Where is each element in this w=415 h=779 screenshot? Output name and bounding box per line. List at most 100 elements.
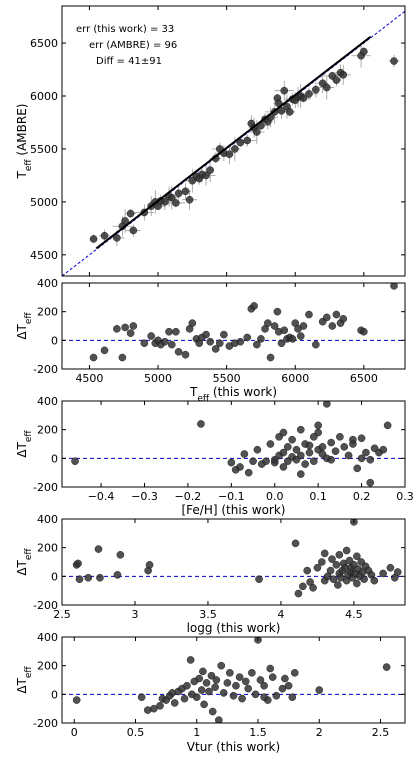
data-point: [241, 677, 250, 686]
data-point: [244, 684, 252, 693]
data-point: [279, 448, 288, 457]
y-tick-label: 5000: [30, 196, 58, 209]
y-tick-label: 6000: [30, 90, 58, 103]
x-tick-label: −0.2: [175, 490, 202, 503]
data-point: [253, 128, 261, 136]
data-point: [305, 90, 313, 98]
data-point: [240, 450, 249, 458]
x-tick-label: 0.3: [396, 490, 414, 503]
data-point: [140, 339, 149, 348]
data-point: [290, 669, 299, 677]
data-point: [248, 669, 256, 677]
x-tick-label: 0.2: [353, 490, 371, 503]
data-point: [296, 425, 305, 434]
plot-area: [62, 519, 405, 598]
y-axis-label: ΔTeff: [15, 666, 34, 694]
axes-frame: [61, 282, 406, 370]
data-point: [170, 699, 179, 707]
data-point: [236, 138, 245, 147]
data-point: [339, 315, 348, 323]
data-point: [301, 460, 309, 468]
y-tick-label: 200: [37, 424, 58, 437]
data-point: [220, 330, 228, 339]
x-tick-label: 0.0: [266, 490, 284, 503]
axes-frame: [61, 636, 406, 724]
data-point: [89, 353, 98, 362]
y-tick-label: 4500: [30, 249, 58, 262]
data-point: [393, 568, 402, 576]
data-point: [366, 455, 375, 464]
data-point: [285, 108, 294, 116]
y-tick-label: 200: [37, 660, 58, 673]
x-tick-label: 4.5: [345, 608, 363, 621]
data-point: [263, 319, 272, 327]
data-point: [342, 546, 351, 555]
data-point: [257, 335, 265, 343]
y-tick-label: 0: [51, 452, 58, 465]
data-point: [236, 337, 245, 346]
y-axis-label: Teff (AMBRE): [15, 104, 34, 180]
data-point: [206, 337, 214, 346]
data-point: [277, 339, 286, 348]
data-point: [296, 451, 305, 460]
data-point: [288, 693, 297, 702]
data-point: [161, 337, 169, 346]
x-tick-label: 0.1: [309, 490, 327, 503]
annotation-1: err (this work) = 33: [76, 24, 174, 35]
data-point: [279, 428, 288, 437]
data-point: [322, 313, 331, 322]
data-point: [180, 694, 189, 703]
data-point: [94, 545, 103, 553]
data-point: [223, 679, 232, 687]
data-point: [281, 674, 289, 683]
data-point: [215, 716, 223, 723]
data-point: [379, 445, 388, 454]
panel-3: −0.4 −0.3 −0.2 −0.1 0.0 0.1 0.2 0.3 -200 0 200 400 Δ…: [15, 395, 414, 517]
data-point: [390, 57, 398, 65]
y-tick-label: -200: [33, 599, 58, 612]
data-point: [277, 107, 286, 115]
data-point: [314, 428, 322, 437]
data-point: [225, 150, 234, 159]
data-point: [260, 693, 268, 702]
fit-line: [95, 35, 372, 250]
data-point: [207, 671, 216, 680]
data-point: [331, 447, 340, 455]
data-point: [205, 687, 213, 696]
data-point: [75, 575, 84, 584]
data-point: [231, 145, 239, 153]
data-point: [315, 686, 324, 694]
data-point: [305, 441, 314, 450]
data-point: [229, 691, 238, 700]
data-point: [278, 684, 287, 693]
x-tick-label: 3: [131, 608, 138, 621]
data-point: [318, 558, 326, 566]
data-point: [174, 189, 183, 198]
axes-frame: [61, 518, 406, 606]
data-point: [360, 575, 368, 584]
data-point: [121, 217, 129, 225]
data-point: [353, 552, 361, 561]
data-point: [84, 573, 93, 582]
data-point: [161, 198, 169, 206]
data-point: [329, 575, 338, 584]
data-point: [181, 187, 190, 196]
data-point: [185, 195, 194, 204]
y-tick-label: -200: [33, 717, 58, 730]
x-tick-label: 2.5: [372, 726, 390, 739]
data-point: [145, 561, 154, 569]
data-point: [268, 673, 277, 681]
data-point: [288, 435, 296, 444]
x-tick-label: 6000: [281, 372, 309, 385]
annotation-3: Diff = 41±91: [96, 56, 162, 67]
data-point: [266, 440, 275, 448]
data-point: [332, 561, 341, 569]
data-point: [260, 681, 268, 690]
data-point: [197, 420, 205, 428]
data-point: [219, 689, 228, 697]
axes-frame: [61, 5, 406, 277]
data-point: [336, 433, 344, 441]
data-point: [256, 676, 265, 684]
data-point: [332, 310, 341, 319]
y-axis-label: ΔTeff: [15, 430, 34, 458]
